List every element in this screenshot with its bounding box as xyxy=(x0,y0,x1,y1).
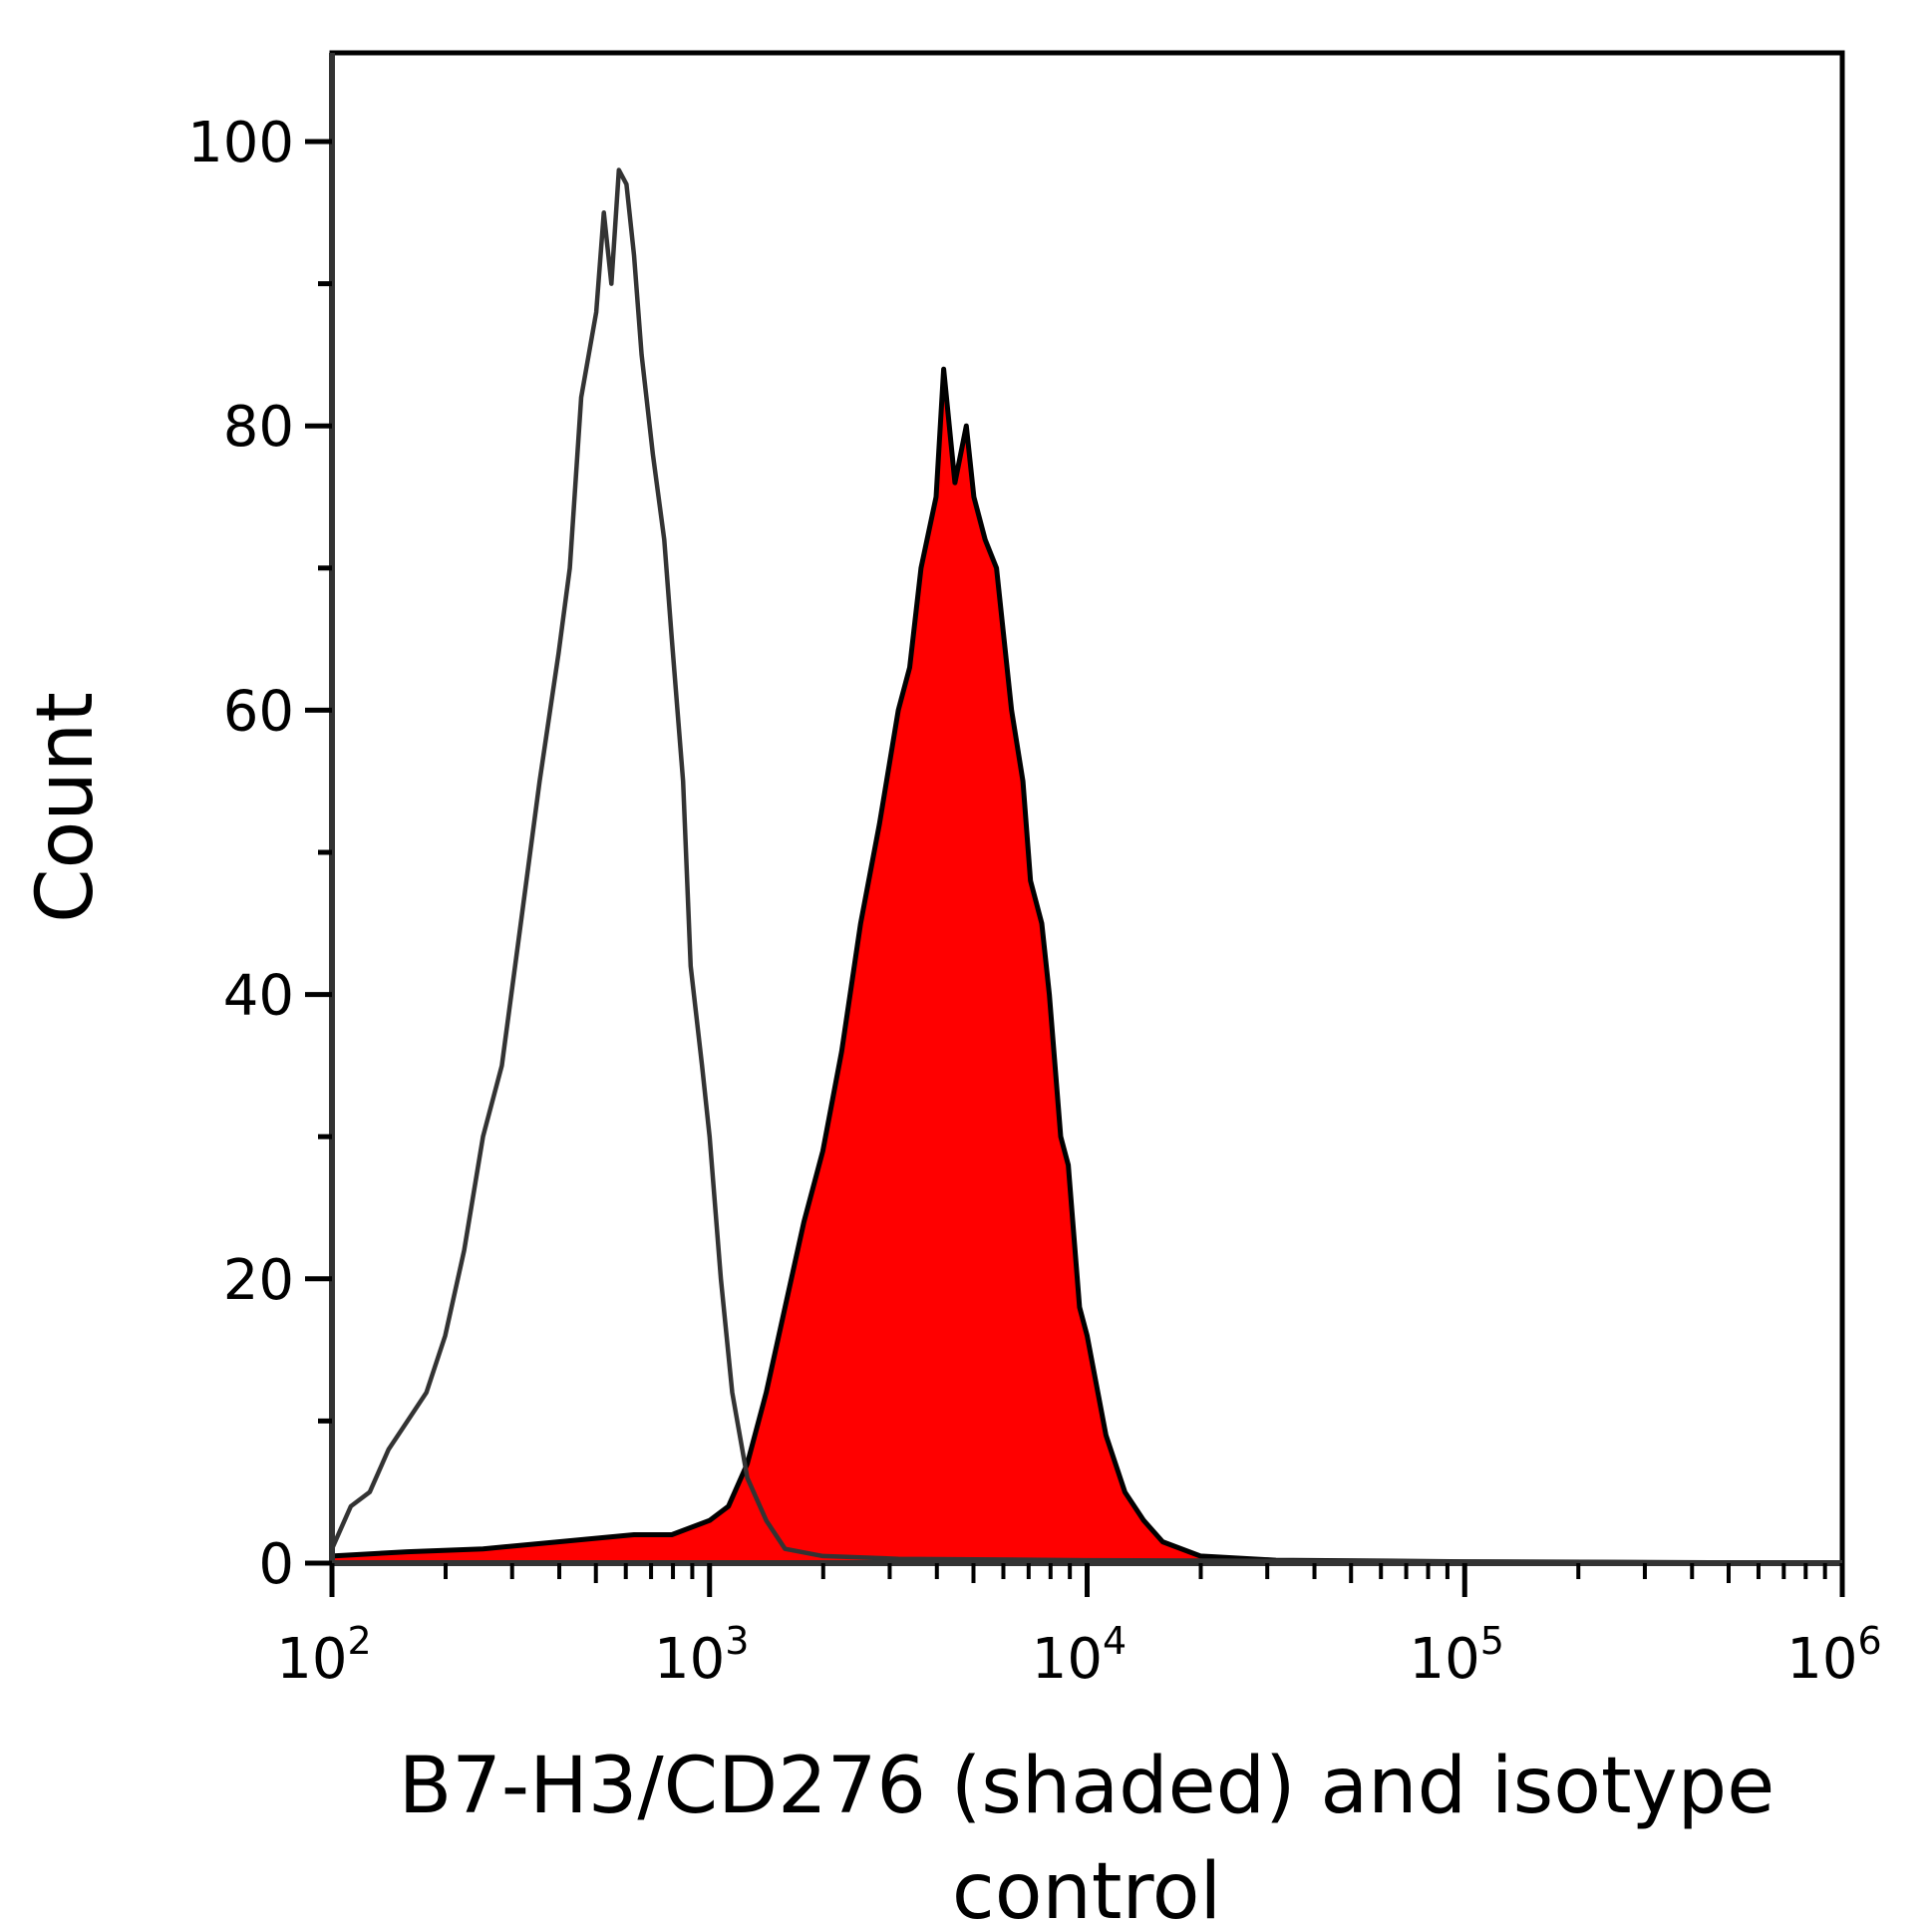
x-axis-title-line-1: B7-H3/CD276 (shaded) and isotype xyxy=(399,1742,1774,1831)
y-tick-label: 80 xyxy=(223,395,294,460)
shaded-histogram-fill xyxy=(332,369,1842,1564)
y-tick-label: 20 xyxy=(223,1248,294,1313)
x-tick-label: 106 xyxy=(1786,1619,1881,1692)
y-ticks: 0 20 40 60 80 100 xyxy=(187,111,332,1597)
y-tick-label: 40 xyxy=(223,964,294,1029)
x-axis-title-line-2: control xyxy=(952,1847,1221,1926)
x-tick-label: 102 xyxy=(276,1619,371,1692)
x-ticks: 102 103 104 105 106 xyxy=(276,1563,1882,1692)
y-tick-label: 0 xyxy=(258,1532,294,1597)
plot-series xyxy=(329,167,1843,1566)
y-tick-label: 100 xyxy=(187,111,294,175)
shaded-histogram-outline xyxy=(331,366,1843,1566)
isotype-histogram-line xyxy=(329,167,1843,1566)
y-axis-title: Count xyxy=(21,692,111,923)
x-tick-label: 103 xyxy=(654,1619,749,1692)
x-tick-label: 105 xyxy=(1410,1619,1504,1692)
y-tick-label: 60 xyxy=(223,679,294,744)
x-tick-label: 104 xyxy=(1032,1619,1127,1692)
